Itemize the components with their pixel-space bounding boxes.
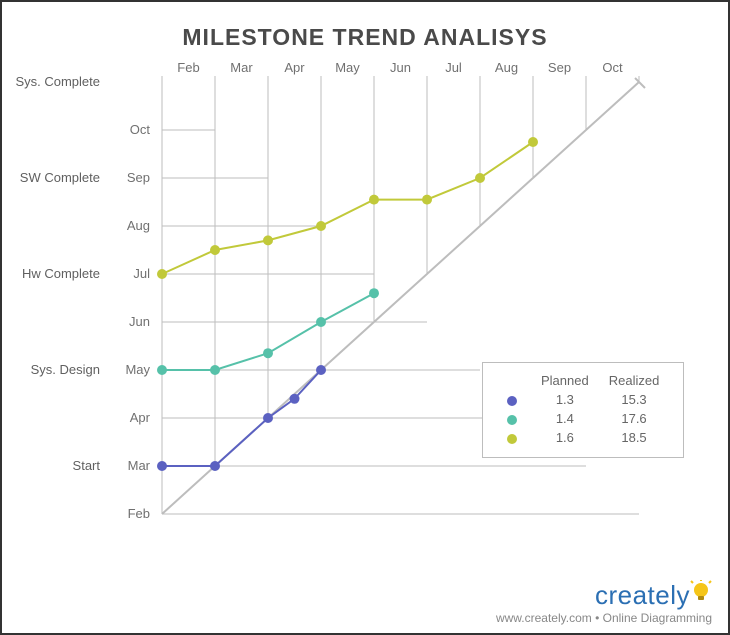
y-tick-label: Apr xyxy=(130,410,151,425)
x-tick-label: Mar xyxy=(230,60,253,75)
milestone-label: Sys. Complete xyxy=(15,74,100,89)
series-3-marker xyxy=(157,269,167,279)
series-2-marker xyxy=(369,288,379,298)
legend-header-realized: Realized xyxy=(599,371,670,390)
y-tick-label: Oct xyxy=(130,122,151,137)
brand-text: creately xyxy=(595,580,690,610)
series-1-marker xyxy=(290,394,300,404)
series-3-marker xyxy=(369,195,379,205)
series-3-marker xyxy=(422,195,432,205)
series-2-marker xyxy=(157,365,167,375)
legend-row: 1.618.5 xyxy=(497,428,669,447)
series-2-marker xyxy=(316,317,326,327)
milestone-label: Hw Complete xyxy=(22,266,100,281)
series-3-marker xyxy=(475,173,485,183)
y-tick-label: Jul xyxy=(133,266,150,281)
legend-row: 1.315.3 xyxy=(497,390,669,409)
series-1-marker xyxy=(316,365,326,375)
series-3-marker xyxy=(528,137,538,147)
footer-tagline: www.creately.com • Online Diagramming xyxy=(496,611,712,625)
legend-table: Planned Realized 1.315.31.417.61.618.5 xyxy=(497,371,669,447)
series-2-marker xyxy=(210,365,220,375)
legend-swatch xyxy=(507,396,517,406)
series-1-marker xyxy=(263,413,273,423)
footer: creately www.creately.com • Online Diagr… xyxy=(496,580,712,625)
y-tick-label: Jun xyxy=(129,314,150,329)
x-tick-label: Oct xyxy=(602,60,623,75)
x-tick-label: Feb xyxy=(177,60,199,75)
legend-realized: 18.5 xyxy=(599,428,670,447)
x-tick-label: Apr xyxy=(284,60,305,75)
x-tick-label: Jun xyxy=(390,60,411,75)
legend-header-row: Planned Realized xyxy=(497,371,669,390)
milestone-trend-chart: Feb Mar Apr May Jun Jul Aug Sep Oct Feb Mar Apr May J… xyxy=(2,2,730,562)
lightbulb-icon xyxy=(690,580,712,606)
y-tick-label: Sep xyxy=(127,170,150,185)
chart-frame: MILESTONE TREND ANALISYS FebMarAprMayJun… xyxy=(0,0,730,635)
legend-realized: 15.3 xyxy=(599,390,670,409)
legend-planned: 1.4 xyxy=(531,409,599,428)
legend-row: 1.417.6 xyxy=(497,409,669,428)
y-tick-label: Feb xyxy=(128,506,150,521)
series-2-marker xyxy=(263,348,273,358)
legend-swatch xyxy=(507,434,517,444)
series-3-marker xyxy=(210,245,220,255)
series-1-marker xyxy=(210,461,220,471)
x-tick-label: Aug xyxy=(495,60,518,75)
y-tick-label: May xyxy=(125,362,150,377)
y-tick-label: Aug xyxy=(127,218,150,233)
legend-planned: 1.3 xyxy=(531,390,599,409)
series-1-marker xyxy=(157,461,167,471)
x-tick-label: May xyxy=(335,60,360,75)
milestone-label: Sys. Design xyxy=(31,362,100,377)
y-tick-label: Mar xyxy=(128,458,151,473)
series-3-marker xyxy=(263,235,273,245)
legend-planned: 1.6 xyxy=(531,428,599,447)
brand-logo: creately xyxy=(595,580,712,610)
legend-box: Planned Realized 1.315.31.417.61.618.5 xyxy=(482,362,684,458)
milestone-label: Start xyxy=(73,458,101,473)
x-tick-label: Sep xyxy=(548,60,571,75)
x-tick-label: Jul xyxy=(445,60,462,75)
milestone-label: SW Complete xyxy=(20,170,100,185)
legend-realized: 17.6 xyxy=(599,409,670,428)
series-3-marker xyxy=(316,221,326,231)
legend-header-planned: Planned xyxy=(531,371,599,390)
legend-swatch xyxy=(507,415,517,425)
